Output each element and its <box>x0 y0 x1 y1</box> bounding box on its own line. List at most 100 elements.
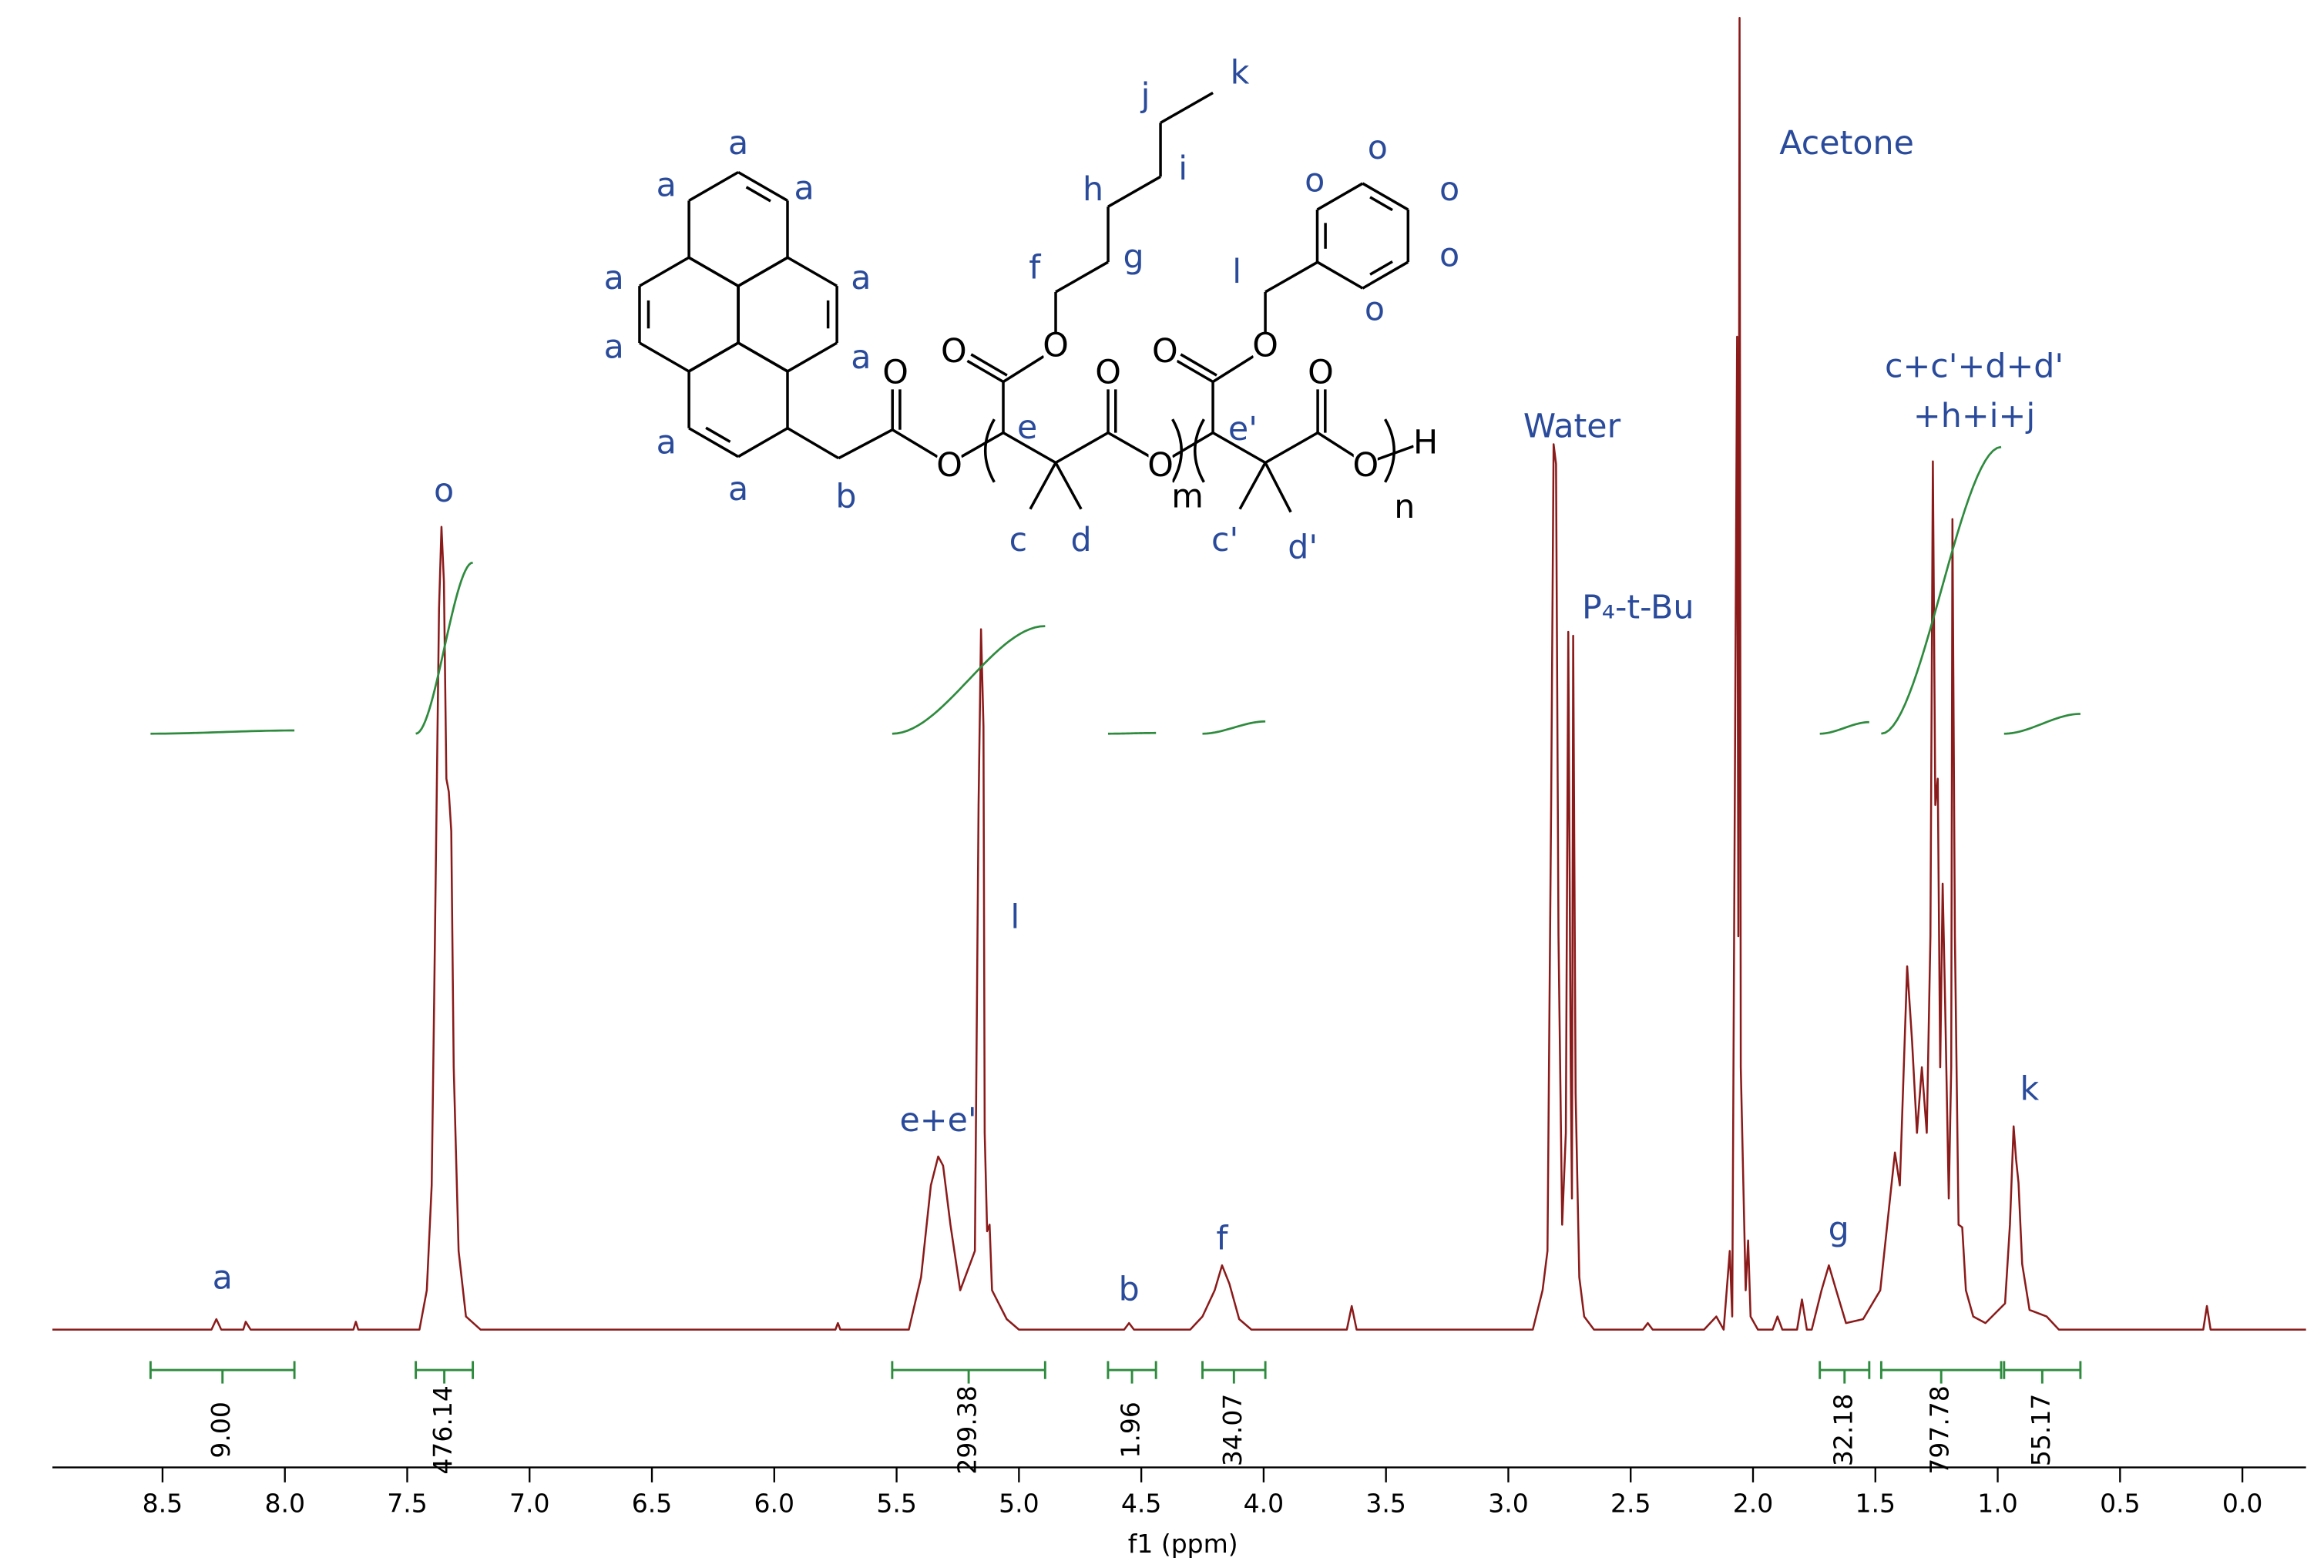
peak-label: l <box>1010 898 1019 936</box>
label-bg <box>1392 494 1417 525</box>
bond <box>1362 182 1409 211</box>
label-bg <box>942 338 966 369</box>
peak-label: Acetone <box>1779 124 1914 163</box>
integral-label: 476.14 <box>428 1385 458 1475</box>
peak-label: c+c'+d+d' <box>1885 347 2064 385</box>
atom-label: O <box>1095 353 1121 391</box>
proton-label: a <box>851 259 871 297</box>
proton-label: f <box>1029 248 1041 287</box>
x-tick-label: 4.0 <box>1244 1488 1285 1518</box>
bond <box>838 428 894 460</box>
bond <box>960 431 1004 458</box>
proton-label: e' <box>1228 410 1258 448</box>
bond <box>1171 431 1214 458</box>
integral-curve <box>415 561 473 735</box>
proton-label: k <box>1231 54 1250 92</box>
proton-label: a <box>657 166 677 204</box>
proton-label: c' <box>1211 521 1238 559</box>
proton-label: a <box>657 424 677 462</box>
bond <box>892 428 939 458</box>
x-tick-label: 1.0 <box>1977 1488 2018 1518</box>
atom-label: O <box>882 353 908 391</box>
proton-label: a <box>604 259 624 297</box>
proton-label: a <box>728 124 748 163</box>
proton-label: a <box>851 338 871 377</box>
bond <box>688 256 739 287</box>
bond <box>1176 359 1214 384</box>
bond <box>1054 462 1083 510</box>
bond <box>1002 355 1045 384</box>
label-bg <box>1253 332 1278 363</box>
proton-label: o <box>1368 129 1388 167</box>
label-bg <box>883 359 908 390</box>
atom-label: O <box>941 332 967 371</box>
integral-curve <box>150 729 295 735</box>
bond <box>688 170 739 202</box>
integral-label: 55.17 <box>2026 1394 2056 1467</box>
integral-curve <box>1107 731 1157 735</box>
integral-curve <box>1881 445 2002 735</box>
x-tick-label: 0.0 <box>2222 1488 2263 1518</box>
bond <box>1180 353 1217 377</box>
x-tick-label: 4.5 <box>1121 1488 1162 1518</box>
proton-label: o <box>1365 290 1385 329</box>
peak-label: P₄-t-Bu <box>1582 589 1694 627</box>
proton-label: a <box>604 327 624 366</box>
bond <box>1107 175 1161 208</box>
bond <box>1369 196 1393 212</box>
integral-curve <box>1819 720 1869 735</box>
integral-curve <box>2003 713 2081 735</box>
atom-label: O <box>1152 332 1178 371</box>
integral-label: 797.78 <box>1925 1385 1955 1475</box>
label-bg <box>1096 359 1120 390</box>
bond <box>737 256 789 287</box>
peak-label: +h+i+j <box>1913 397 2035 435</box>
label-bg <box>1148 452 1173 482</box>
bond <box>737 427 788 458</box>
bond <box>1107 431 1151 458</box>
x-tick-label: 3.5 <box>1365 1488 1406 1518</box>
x-tick-label: 6.5 <box>632 1488 673 1518</box>
bond <box>1317 431 1356 458</box>
bond <box>737 341 788 373</box>
proton-label: e <box>1017 408 1037 447</box>
bond <box>1362 260 1409 290</box>
label-bg <box>1353 452 1378 482</box>
x-tick-label: 2.0 <box>1733 1488 1774 1518</box>
integral-label: 1.96 <box>1116 1402 1146 1459</box>
bond <box>787 427 840 460</box>
integral-label: 299.38 <box>952 1385 982 1475</box>
bond <box>745 186 771 203</box>
x-tick-label: 5.5 <box>876 1488 917 1518</box>
atom-label: H <box>1413 424 1438 462</box>
proton-label: g <box>1123 238 1144 277</box>
bond <box>688 427 739 458</box>
label-bg <box>1308 359 1333 390</box>
proton-label: o <box>1439 170 1459 209</box>
bond <box>1212 355 1254 384</box>
bond <box>1264 260 1318 294</box>
atom-label: O <box>1147 446 1174 485</box>
x-tick-label: 3.0 <box>1488 1488 1529 1518</box>
x-tick-label: 8.5 <box>143 1488 183 1518</box>
label-bg <box>1175 483 1200 514</box>
bond <box>1002 431 1056 464</box>
bond <box>639 256 690 287</box>
proton-label: d <box>1070 521 1091 559</box>
peak-label: g <box>1829 1210 1849 1248</box>
label-bg <box>937 452 962 482</box>
bracket <box>1171 418 1184 483</box>
bond <box>1264 462 1292 513</box>
proton-label: l <box>1232 253 1241 291</box>
proton-label: j <box>1140 76 1150 115</box>
bracket <box>1384 418 1395 483</box>
bond <box>1160 91 1214 124</box>
bond <box>1055 260 1109 294</box>
x-tick-label: 5.0 <box>999 1488 1039 1518</box>
integral-curve <box>1202 720 1266 735</box>
bond <box>1316 260 1364 290</box>
integral-label: 32.18 <box>1828 1394 1858 1467</box>
bracket <box>983 418 996 483</box>
